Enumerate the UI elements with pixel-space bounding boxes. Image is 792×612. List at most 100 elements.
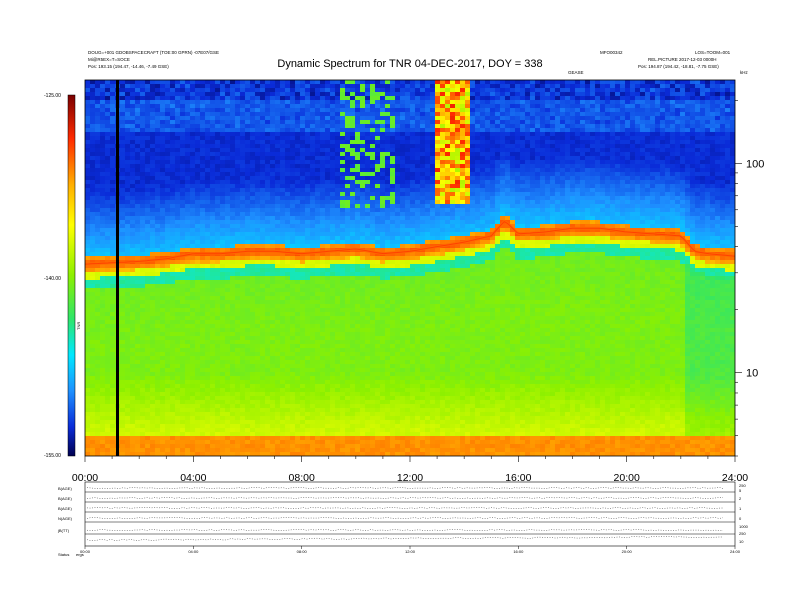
spectrogram-cell	[130, 392, 136, 397]
spectrogram-cell	[240, 276, 246, 281]
spectrogram-cell	[245, 128, 251, 133]
spectrogram-cell	[135, 304, 141, 309]
spectrogram-cell	[205, 248, 211, 253]
spectrogram-cell	[270, 228, 276, 233]
spectrogram-cell	[160, 208, 166, 213]
spectrogram-cell	[100, 256, 106, 261]
spectrogram-cell	[290, 404, 296, 409]
spectrogram-cell	[90, 188, 96, 193]
spectrogram-cell	[90, 204, 96, 209]
spectrogram-cell	[330, 100, 336, 105]
spectrogram-cell	[285, 332, 291, 337]
spectrogram-cell	[345, 120, 351, 125]
spectrogram-cell	[165, 436, 171, 441]
spectrogram-cell	[260, 96, 266, 101]
spectrogram-cell	[190, 308, 196, 313]
spectrogram-cell	[95, 336, 101, 341]
spectrogram-cell	[305, 228, 311, 233]
spectrogram-cell	[285, 272, 291, 277]
spectrogram-cell	[120, 388, 126, 393]
spectrogram-cell	[270, 348, 276, 353]
spectrogram-cell	[335, 212, 341, 217]
spectrogram-cell	[270, 376, 276, 381]
spectrogram-cell	[295, 152, 301, 157]
spectrogram-cell	[200, 96, 206, 101]
spectrogram-cell	[105, 136, 111, 141]
spectrogram-cell	[325, 340, 331, 345]
spectrogram-cell	[220, 248, 226, 253]
spectrogram-cell	[285, 328, 291, 333]
spectrogram-cell	[85, 384, 91, 389]
spectrogram-cell	[200, 132, 206, 137]
spectrogram-cell	[190, 124, 196, 129]
spectrogram-cell	[210, 400, 216, 405]
spectrogram-cell	[320, 404, 326, 409]
spectrogram-cell	[205, 280, 211, 285]
spectrogram-cell	[110, 204, 116, 209]
spectrogram-cell	[240, 140, 246, 145]
spectrogram-cell	[235, 380, 241, 385]
spectrogram-cell	[100, 384, 106, 389]
spectrogram-cell	[170, 212, 176, 217]
spectrogram-cell	[240, 360, 246, 365]
spectrogram-cell	[230, 228, 236, 233]
spectrogram-cell	[160, 304, 166, 309]
spectrogram-cell	[180, 260, 186, 265]
spectrogram-cell	[225, 280, 231, 285]
spectrogram-cell	[245, 312, 251, 317]
spectrogram-cell	[285, 280, 291, 285]
spectrogram-cell	[210, 112, 216, 117]
spectrogram-cell	[105, 392, 111, 397]
spectrogram-cell	[315, 340, 321, 345]
spectrogram-cell	[95, 84, 101, 89]
spectrogram-cell	[155, 328, 161, 333]
spectrogram-cell	[185, 320, 191, 325]
spectrogram-cell	[300, 292, 306, 297]
spectrogram-cell	[300, 192, 306, 197]
spectrogram-cell	[185, 244, 191, 249]
spectrogram-cell	[250, 396, 256, 401]
spectrogram-cell	[240, 432, 246, 437]
spectrogram-cell	[170, 192, 176, 197]
spectrogram-cell	[305, 288, 311, 293]
spectrogram-cell	[180, 104, 186, 109]
spectrogram-cell	[150, 444, 156, 449]
spectrogram-cell	[95, 268, 101, 273]
spectrogram-cell	[210, 420, 216, 425]
spectrogram-cell	[240, 384, 246, 389]
spectrogram-cell	[335, 336, 341, 341]
spectrogram-cell	[330, 112, 336, 117]
spectrogram-cell	[255, 392, 261, 397]
spectrogram-cell	[295, 372, 301, 377]
spectrogram-cell	[120, 144, 126, 149]
spectrogram-cell	[110, 120, 116, 125]
spectrogram-cell	[150, 140, 156, 145]
spectrogram-cell	[125, 220, 131, 225]
spectrogram-cell	[165, 236, 171, 241]
spectrogram-cell	[135, 176, 141, 181]
spectrogram-cell	[135, 428, 141, 433]
spectrogram-cell	[265, 232, 271, 237]
spectrogram-cell	[305, 120, 311, 125]
spectrogram-cell	[320, 348, 326, 353]
spectrogram-cell	[145, 172, 151, 177]
spectrogram-cell	[245, 372, 251, 377]
spectrogram-cell	[165, 376, 171, 381]
spectrogram-cell	[95, 344, 101, 349]
spectrogram-cell	[265, 252, 271, 257]
spectrogram-cell	[185, 124, 191, 129]
spectrogram-cell	[340, 444, 346, 449]
spectrogram-cell	[305, 308, 311, 313]
spectrogram-cell	[250, 404, 256, 409]
spectrogram-cell	[200, 144, 206, 149]
spectrogram-cell	[265, 380, 271, 385]
spectrogram-cell	[195, 132, 201, 137]
spectrogram-cell	[325, 344, 331, 349]
spectrogram-cell	[250, 96, 256, 101]
spectrogram-cell	[165, 444, 171, 449]
spectrogram-cell	[225, 276, 231, 281]
spectrogram-cell	[110, 344, 116, 349]
spectrogram-cell	[295, 144, 301, 149]
spectrogram-cell	[310, 272, 316, 277]
spectrogram-cell	[300, 276, 306, 281]
